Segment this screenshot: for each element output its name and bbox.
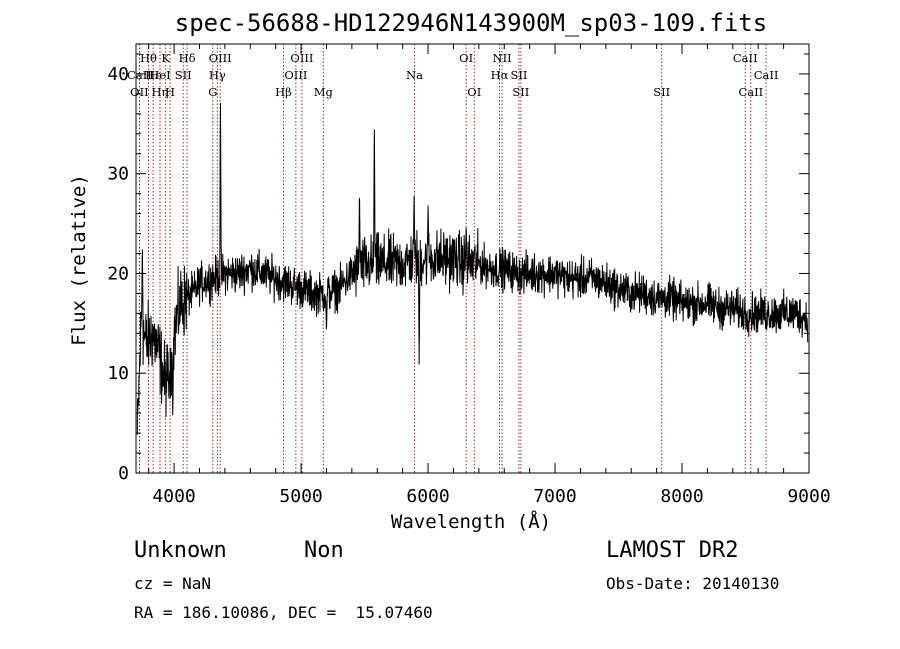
spectral-line-label: Hδ	[179, 51, 196, 65]
spectral-line-label: K	[161, 51, 170, 65]
spectral-line-label: OI	[467, 85, 481, 99]
x-tick-labels: 4000 5000 6000 7000 8000 9000	[152, 486, 830, 507]
spectral-line-label: G	[208, 85, 217, 99]
plot-frame	[135, 43, 810, 474]
x-tick-label: 6000	[406, 486, 449, 507]
x-axis-label: Wavelength (Å)	[391, 510, 551, 533]
y-tick-label: 30	[107, 164, 129, 185]
x-tick-label: 5000	[279, 486, 322, 507]
spectral-line-label: Na	[406, 68, 423, 82]
redshift-cz: cz = NaN	[134, 574, 212, 593]
spectral-line-label: Hη	[152, 85, 169, 99]
spectral-line-label: SII	[510, 68, 527, 82]
spectral-line-label: Hα	[491, 68, 509, 82]
spectral-line-label: Hε	[145, 68, 161, 82]
spectral-line-label: SII	[653, 85, 670, 99]
coordinates: RA = 186.10086, DEC = 15.07460	[134, 603, 433, 622]
spectral-line-label: OIII	[284, 68, 307, 82]
spectral-line-label: CaII	[127, 68, 152, 82]
spectral-line-label: Mg	[314, 85, 334, 99]
spectral-line-label: Hγ	[209, 68, 226, 82]
y-tick-label: 10	[107, 363, 129, 384]
chart-title: spec-56688-HD122946N143900M_sp03-109.fit…	[175, 9, 767, 37]
spectrum-line	[136, 102, 809, 435]
object-class: Non	[304, 538, 344, 563]
y-axis-label: Flux (relative)	[68, 174, 90, 346]
spectral-line-label: NII	[493, 51, 512, 65]
spectral-line-label: SII	[175, 68, 192, 82]
spectral-line-label: OII	[130, 85, 149, 99]
spectral-line-label: Hβ	[275, 85, 292, 99]
y-tick-label: 20	[107, 263, 129, 284]
object-name: Unknown	[134, 538, 227, 563]
spectral-line-label: CaII	[738, 85, 763, 99]
spectral-line-label: HeI	[149, 68, 170, 82]
spectral-line-label: CaII	[733, 51, 758, 65]
y-tick-label: 0	[118, 463, 129, 484]
spectral-line-label: CaII	[754, 68, 779, 82]
x-tick-label: 4000	[152, 486, 195, 507]
x-tick-label: 7000	[533, 486, 576, 507]
y-tick-labels: 0 10 20 30 40	[107, 64, 129, 484]
spectral-line-label: OIII	[290, 51, 313, 65]
y-tick-label: 40	[107, 64, 129, 85]
spectral-line-label: SII	[512, 85, 529, 99]
spectral-line-label: OIII	[209, 51, 232, 65]
spectral-line-label: Hθ	[140, 51, 157, 65]
obs-date: Obs-Date: 20140130	[606, 574, 780, 593]
spectral-line-label: H	[165, 85, 175, 99]
spectral-line-label: OI	[459, 51, 473, 65]
x-tick-label: 9000	[787, 486, 830, 507]
survey-name: LAMOST DR2	[606, 538, 739, 563]
x-tick-label: 8000	[660, 486, 703, 507]
axis-ticks	[136, 44, 810, 474]
